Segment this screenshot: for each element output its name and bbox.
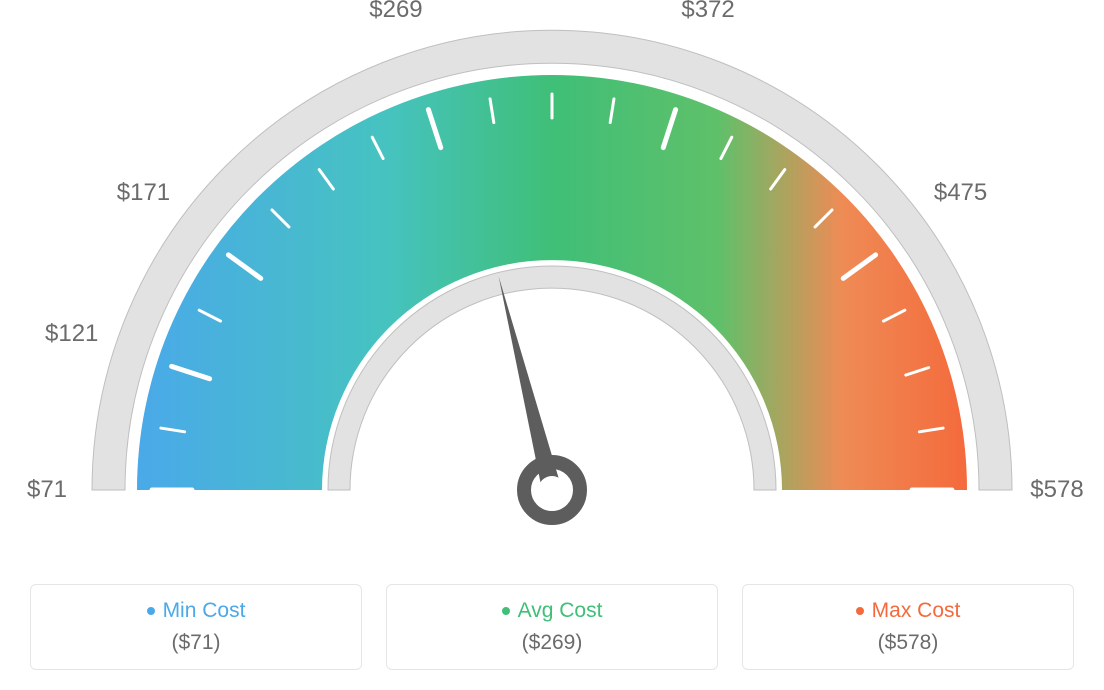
legend-value-min: ($71) [43,631,349,655]
legend-label-min: Min Cost [163,599,246,623]
legend-row: Min Cost ($71) Avg Cost ($269) Max Cost … [0,584,1104,670]
legend-dot-min [147,607,155,615]
gauge-tick-label: $121 [45,320,98,348]
legend-item-max: Max Cost ($578) [742,584,1074,670]
legend-dot-max [856,607,864,615]
legend-item-avg: Avg Cost ($269) [386,584,718,670]
legend-label-max: Max Cost [872,599,961,623]
gauge-chart: $71 $121 $171 $269 $372 $475 $578 [0,0,1104,560]
gauge-tick-label: $171 [117,179,170,207]
legend-title-min: Min Cost [147,599,246,623]
legend-dot-avg [502,607,510,615]
gauge-tick-label: $71 [27,476,67,504]
gauge-tick-label: $578 [1030,476,1083,504]
gauge-tick-label: $269 [369,0,422,24]
gauge-svg [0,0,1104,560]
legend-title-avg: Avg Cost [502,599,603,623]
gauge-tick-label: $372 [681,0,734,24]
legend-label-avg: Avg Cost [518,599,603,623]
legend-value-avg: ($269) [399,631,705,655]
legend-title-max: Max Cost [856,599,961,623]
gauge-tick-label: $475 [934,179,987,207]
legend-item-min: Min Cost ($71) [30,584,362,670]
legend-value-max: ($578) [755,631,1061,655]
